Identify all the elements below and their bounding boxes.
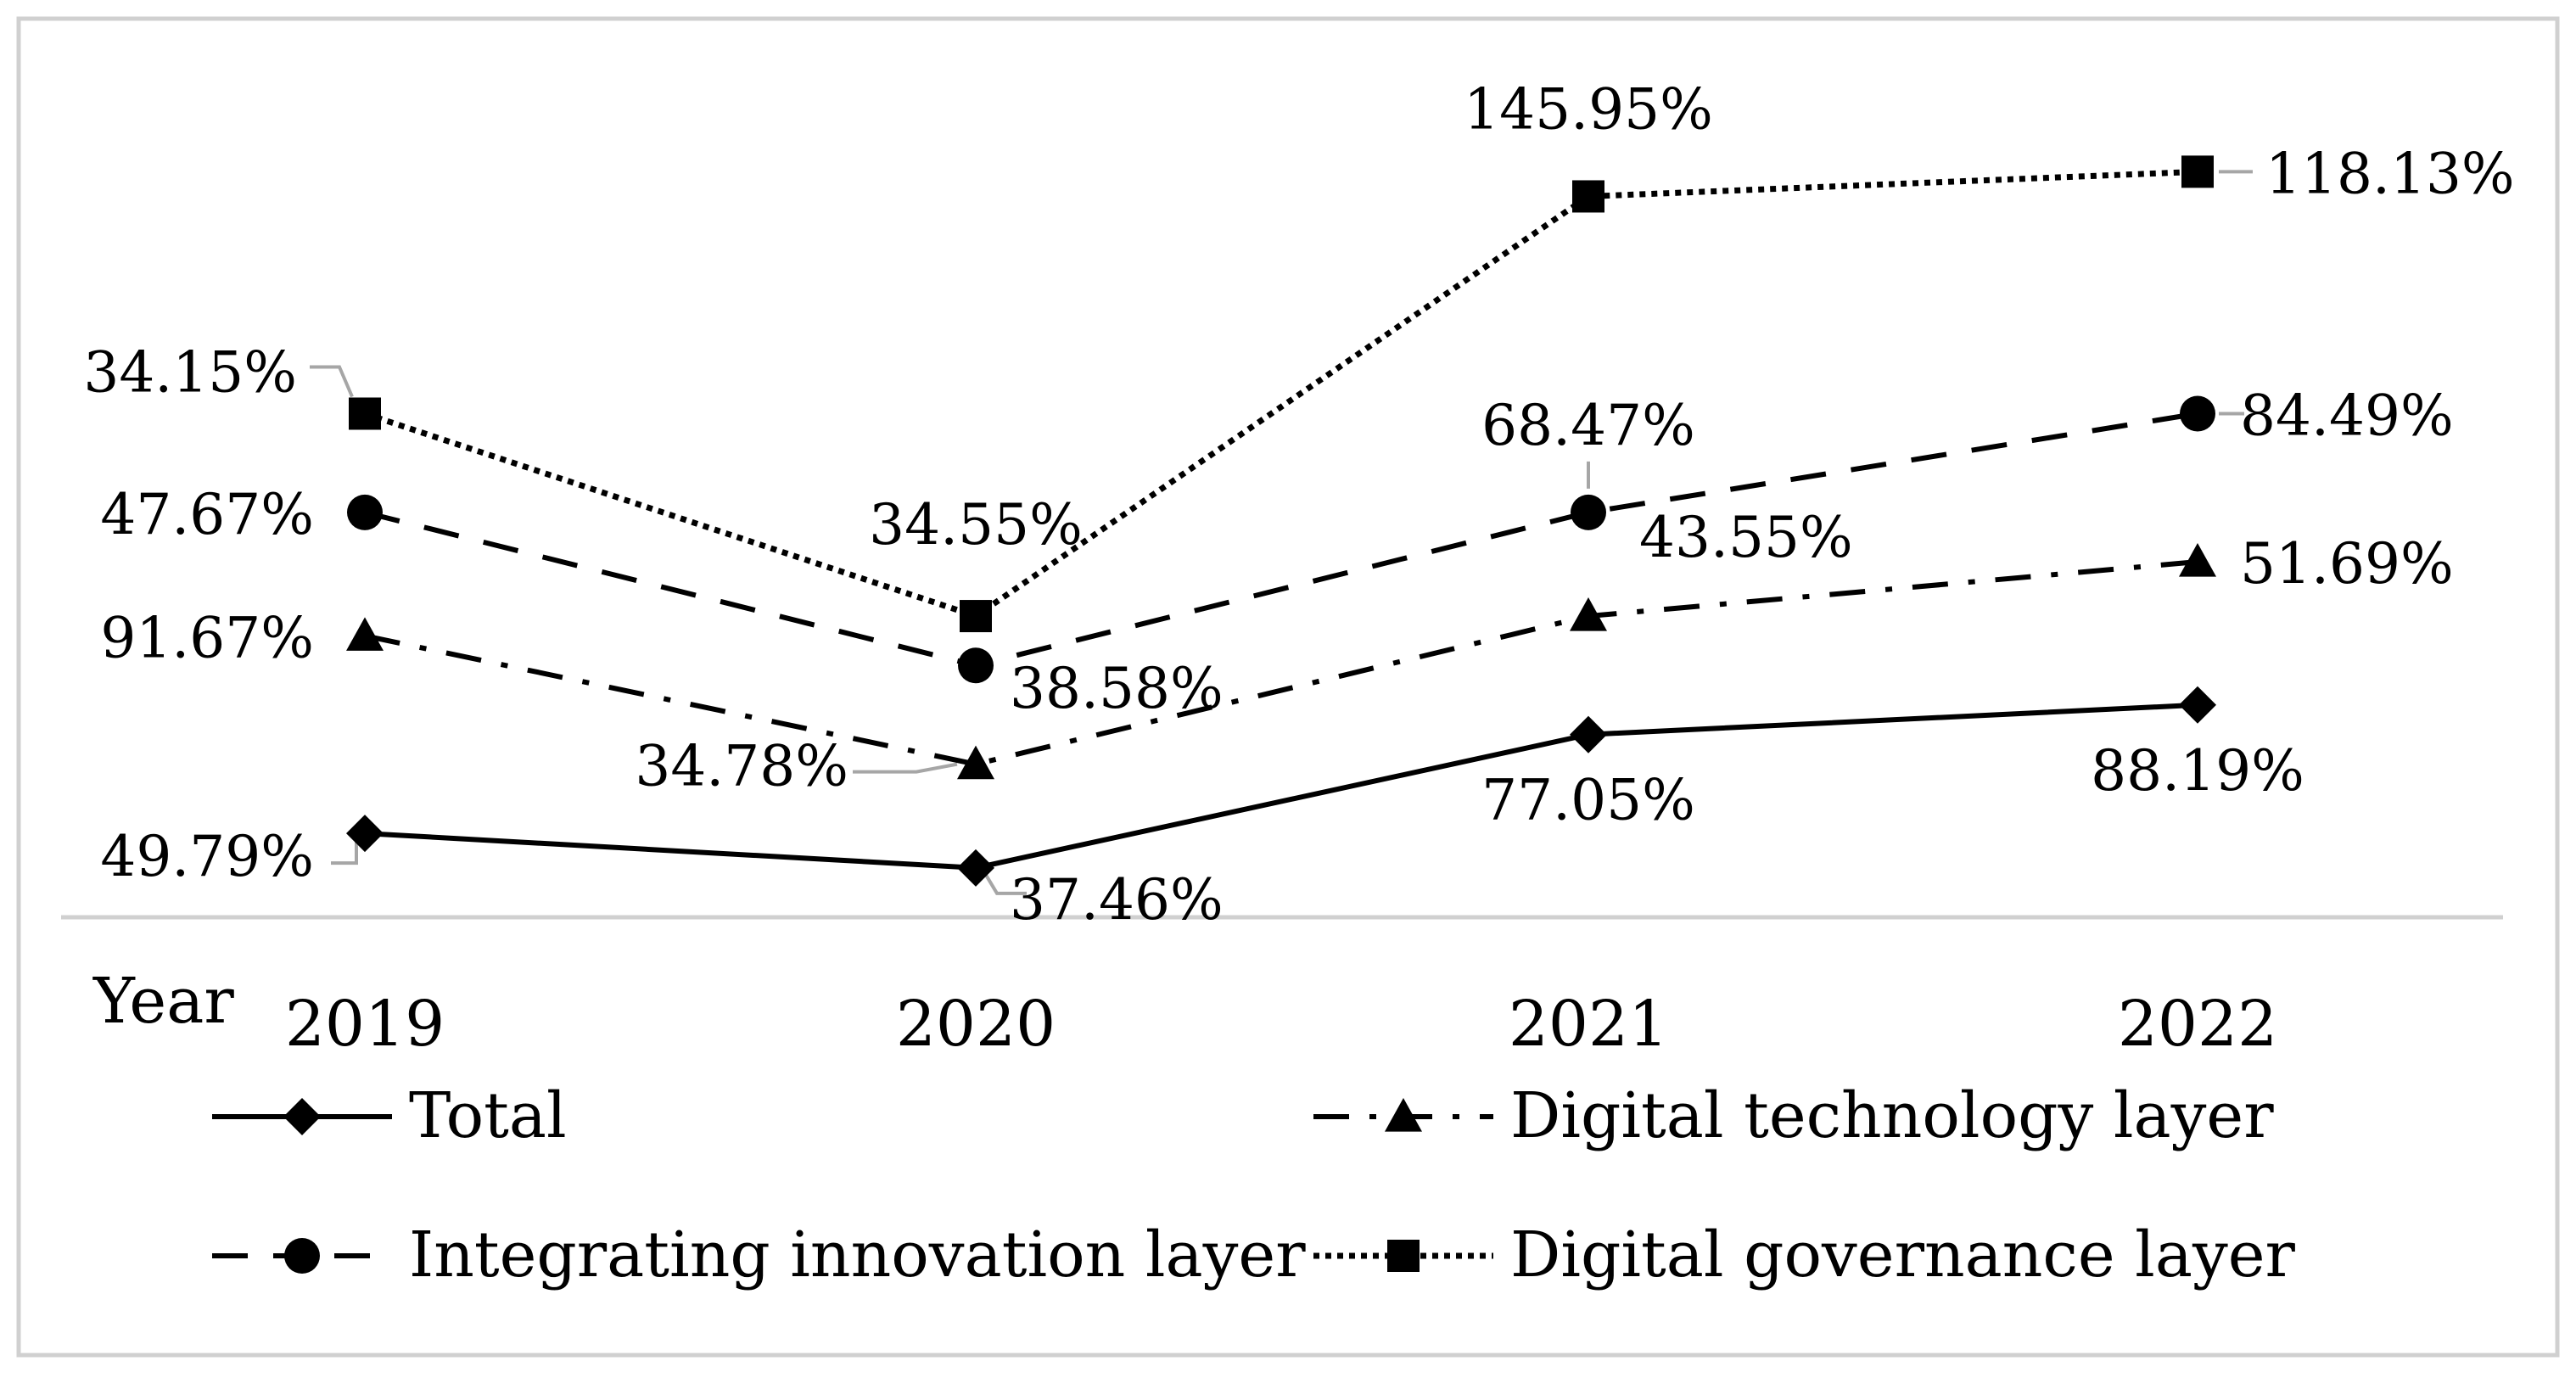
data-label-0-1: 37.46% — [1010, 867, 1224, 933]
point-1-2 — [1570, 597, 1607, 631]
point-2-1 — [958, 647, 994, 684]
legend-label-0: Total — [409, 1079, 567, 1152]
data-label-2-1: 38.58% — [1010, 656, 1224, 721]
data-label-1-2: 43.55% — [1639, 505, 1853, 570]
data-label-0-0: 49.79% — [100, 824, 314, 889]
point-2-0 — [347, 494, 383, 530]
data-label-3-1: 34.55% — [869, 492, 1083, 557]
data-label-2-2: 68.47% — [1481, 393, 1695, 458]
data-label-2-3: 84.49% — [2240, 383, 2454, 448]
data-label-0-2: 77.05% — [1481, 768, 1695, 833]
x-tick-label-2022: 2022 — [2118, 988, 2277, 1061]
leader-line-3 — [310, 365, 354, 398]
legend-label-2: Integrating innovation layer — [409, 1218, 1306, 1291]
point-3-0 — [349, 397, 381, 430]
leader-line-0 — [331, 837, 358, 865]
leader-line-1 — [983, 871, 1027, 895]
data-label-3-3: 118.13% — [2265, 141, 2515, 206]
x-tick-label-2019: 2019 — [285, 988, 445, 1061]
point-2-3 — [2180, 395, 2215, 432]
legend-label-3: Digital governance layer — [1510, 1218, 2296, 1291]
legend-marker-0 — [283, 1098, 321, 1135]
legend-label-1: Digital technology layer — [1510, 1079, 2274, 1152]
point-2-2 — [1571, 494, 1606, 530]
data-label-1-0: 91.67% — [100, 605, 314, 670]
point-0-3 — [2179, 686, 2216, 724]
data-label-3-0: 34.15% — [83, 339, 297, 405]
data-label-0-3: 88.19% — [2091, 738, 2304, 804]
x-tick-label-2020: 2020 — [896, 988, 1056, 1061]
legend-marker-3 — [1387, 1240, 1420, 1272]
series-line-1 — [364, 559, 2198, 767]
point-1-3 — [2179, 543, 2216, 577]
point-0-0 — [346, 815, 384, 853]
series-line-0 — [364, 702, 2198, 871]
legend-marker-1 — [1385, 1098, 1422, 1132]
data-label-1-3: 51.69% — [2240, 531, 2454, 597]
leader-line-2 — [853, 762, 958, 774]
data-label-1-1: 34.78% — [635, 734, 848, 799]
point-0-1 — [957, 849, 994, 887]
data-label-2-0: 47.67% — [100, 482, 314, 547]
x-tick-label-2021: 2021 — [1509, 988, 1668, 1061]
point-3-2 — [1572, 180, 1604, 213]
point-3-1 — [960, 600, 992, 633]
x-axis-title: Year — [92, 965, 234, 1038]
legend-marker-2 — [284, 1238, 320, 1274]
series-line-2 — [364, 411, 2198, 669]
series-line-3 — [363, 168, 2198, 619]
point-0-2 — [1570, 715, 1607, 753]
point-1-0 — [346, 617, 384, 651]
point-3-3 — [2181, 155, 2214, 188]
point-1-1 — [957, 745, 994, 780]
data-label-3-2: 145.95% — [1464, 76, 1713, 142]
